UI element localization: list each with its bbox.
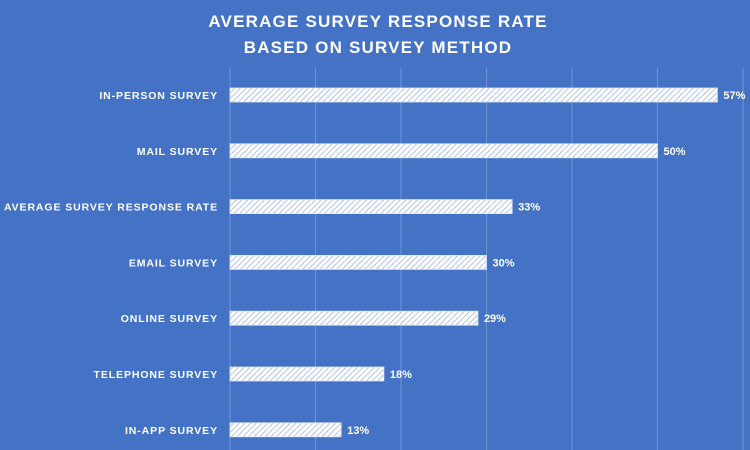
data-label: 18% [390,369,412,381]
category-label: ONLINE SURVEY [121,313,218,325]
bar-group: MAIL SURVEY 50% [137,143,686,159]
data-label: 57% [723,90,745,102]
category-label: IN-APP SURVEY [125,425,218,437]
category-label: TELEPHONE SURVEY [94,369,218,381]
bar-group: IN-PERSON SURVEY 57% [99,87,746,103]
category-label: IN-PERSON SURVEY [99,90,218,102]
category-label: AVERAGE SURVEY RESPONSE RATE [4,202,218,214]
bar-group: IN-APP SURVEY 13% [125,422,369,438]
data-label: 50% [664,146,686,158]
bar [229,143,658,159]
bar-group: EMAIL SURVEY 30% [129,254,515,270]
bar-group: ONLINE SURVEY 29% [121,310,506,326]
bar [229,310,479,326]
bar [229,254,487,270]
bar-group: AVERAGE SURVEY RESPONSE RATE 33% [4,199,540,215]
data-label: 13% [347,425,369,437]
bars: IN-PERSON SURVEY 57% MAIL SURVEY 50% AVERAGE… [4,87,746,438]
bar [229,87,718,103]
chart-title-line-1: AVERAGE SURVEY RESPONSE RATE [208,12,547,31]
category-label: EMAIL SURVEY [129,257,218,269]
bar [229,366,385,382]
data-label: 33% [518,202,540,214]
data-label: 29% [484,313,506,325]
bar [229,422,342,438]
data-label: 30% [493,257,515,269]
chart-title-line-2: BASED ON SURVEY METHOD [244,38,513,57]
category-label: MAIL SURVEY [137,146,218,158]
bar [229,199,513,215]
bar-group: TELEPHONE SURVEY 18% [94,366,412,382]
